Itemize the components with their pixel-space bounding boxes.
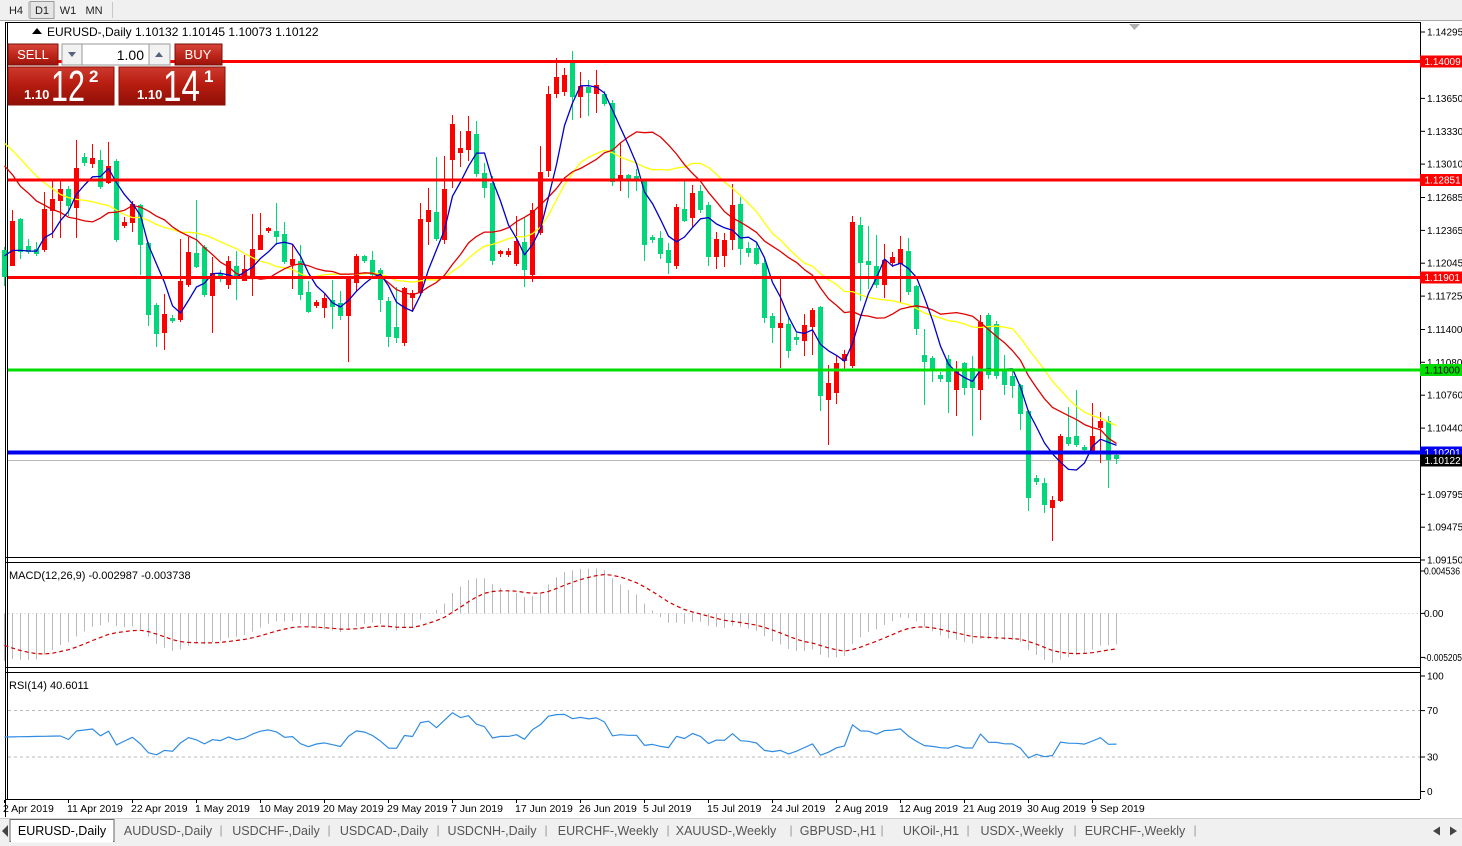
svg-text:1.11000: 1.11000	[1425, 366, 1461, 377]
svg-text:30 Aug 2019: 30 Aug 2019	[1027, 803, 1086, 815]
svg-text:1.11725: 1.11725	[1427, 292, 1462, 303]
svg-text:14: 14	[163, 62, 200, 111]
svg-text:26 Jun 2019: 26 Jun 2019	[579, 803, 637, 815]
svg-text:USDX-,Weekly: USDX-,Weekly	[980, 824, 1064, 838]
svg-text:1.14009: 1.14009	[1425, 57, 1462, 68]
svg-text:1.10760: 1.10760	[1427, 391, 1462, 402]
svg-text:USDCAD-,Daily: USDCAD-,Daily	[340, 824, 429, 838]
svg-text:1.10440: 1.10440	[1427, 424, 1462, 435]
svg-text:12 Aug 2019: 12 Aug 2019	[899, 803, 958, 815]
svg-text:1.12365: 1.12365	[1427, 226, 1462, 237]
svg-text:9 Sep 2019: 9 Sep 2019	[1091, 803, 1145, 815]
svg-text:|: |	[880, 823, 883, 837]
svg-text:1.09150: 1.09150	[1427, 556, 1462, 567]
svg-text:RSI(14) 40.6011: RSI(14) 40.6011	[9, 680, 89, 692]
svg-text:100: 100	[1427, 672, 1444, 683]
svg-text:H4: H4	[9, 5, 23, 17]
svg-text:70: 70	[1427, 706, 1439, 717]
svg-text:1.09475: 1.09475	[1427, 523, 1462, 534]
svg-text:0.004536: 0.004536	[1424, 567, 1460, 578]
svg-text:D1: D1	[35, 5, 49, 17]
svg-text:|: |	[436, 823, 439, 837]
svg-text:|: |	[789, 823, 792, 837]
svg-text:EURCHF-,Weekly: EURCHF-,Weekly	[558, 824, 659, 838]
svg-text:12: 12	[51, 62, 85, 111]
svg-text:|: |	[966, 823, 969, 837]
svg-text:EURUSD-,Daily: EURUSD-,Daily	[18, 824, 107, 838]
svg-text:5 Jul 2019: 5 Jul 2019	[643, 803, 692, 815]
svg-text:AUDUSD-,Daily: AUDUSD-,Daily	[124, 824, 213, 838]
svg-text:1.12045: 1.12045	[1427, 259, 1462, 270]
svg-text:1.11400: 1.11400	[1427, 325, 1462, 336]
svg-text:2: 2	[89, 67, 98, 86]
svg-text:|: |	[327, 823, 330, 837]
svg-text:20 May 2019: 20 May 2019	[323, 803, 384, 815]
svg-text:W1: W1	[60, 5, 77, 17]
svg-text:29 May 2019: 29 May 2019	[387, 803, 448, 815]
svg-text:0.00: 0.00	[1424, 609, 1444, 620]
svg-text:1.10: 1.10	[137, 87, 162, 102]
svg-text:7 Jun 2019: 7 Jun 2019	[451, 803, 503, 815]
svg-text:|: |	[219, 823, 222, 837]
svg-text:MN: MN	[85, 5, 102, 17]
svg-text:1.11901: 1.11901	[1425, 273, 1461, 284]
svg-text:10 May 2019: 10 May 2019	[259, 803, 320, 815]
svg-text:22 Apr 2019: 22 Apr 2019	[131, 803, 188, 815]
svg-text:|: |	[666, 823, 669, 837]
svg-text:1.10122: 1.10122	[1425, 456, 1462, 467]
svg-text:|: |	[544, 823, 547, 837]
svg-text:1.11080: 1.11080	[1427, 358, 1462, 369]
svg-text:USDCNH-,Daily: USDCNH-,Daily	[448, 824, 538, 838]
svg-text:1.10201: 1.10201	[1425, 448, 1462, 459]
svg-text:0: 0	[1427, 787, 1433, 798]
svg-text:15 Jul 2019: 15 Jul 2019	[707, 803, 761, 815]
svg-text:17 Jun 2019: 17 Jun 2019	[515, 803, 573, 815]
svg-text:21 Aug 2019: 21 Aug 2019	[963, 803, 1022, 815]
svg-text:1.12685: 1.12685	[1427, 193, 1462, 204]
svg-text:1.12851: 1.12851	[1425, 176, 1462, 187]
svg-text:30: 30	[1427, 753, 1439, 764]
svg-text:1.10: 1.10	[24, 87, 49, 102]
svg-text:-0.005205: -0.005205	[1424, 653, 1462, 664]
svg-text:1 May 2019: 1 May 2019	[195, 803, 250, 815]
svg-text:|: |	[1193, 823, 1196, 837]
svg-text:1.13010: 1.13010	[1427, 160, 1462, 171]
svg-text:EURCHF-,Weekly: EURCHF-,Weekly	[1085, 824, 1186, 838]
svg-text:11 Apr 2019: 11 Apr 2019	[67, 803, 123, 815]
svg-text:2 Apr 2019: 2 Apr 2019	[3, 803, 54, 815]
svg-text:24 Jul 2019: 24 Jul 2019	[771, 803, 825, 815]
svg-text:1.14295: 1.14295	[1427, 28, 1462, 39]
svg-text:MACD(12,26,9) -0.002987 -0.003: MACD(12,26,9) -0.002987 -0.003738	[9, 570, 191, 582]
svg-text:EURUSD-,Daily 1.10132 1.10145: EURUSD-,Daily 1.10132 1.10145 1.10073 1.…	[47, 25, 319, 39]
svg-text:XAUUSD-,Weekly: XAUUSD-,Weekly	[676, 824, 777, 838]
svg-text:USDCHF-,Daily: USDCHF-,Daily	[232, 824, 320, 838]
svg-text:1.00: 1.00	[117, 47, 144, 63]
svg-text:SELL: SELL	[17, 47, 49, 62]
svg-text:2 Aug 2019: 2 Aug 2019	[835, 803, 888, 815]
svg-text:|: |	[1073, 823, 1076, 837]
svg-text:1.13650: 1.13650	[1427, 94, 1462, 105]
svg-text:1: 1	[204, 67, 213, 86]
svg-text:GBPUSD-,H1: GBPUSD-,H1	[800, 824, 876, 838]
svg-text:1.09795: 1.09795	[1427, 490, 1462, 501]
svg-text:1.13330: 1.13330	[1427, 127, 1462, 138]
svg-text:UKOil-,H1: UKOil-,H1	[903, 824, 959, 838]
svg-text:BUY: BUY	[185, 47, 212, 62]
